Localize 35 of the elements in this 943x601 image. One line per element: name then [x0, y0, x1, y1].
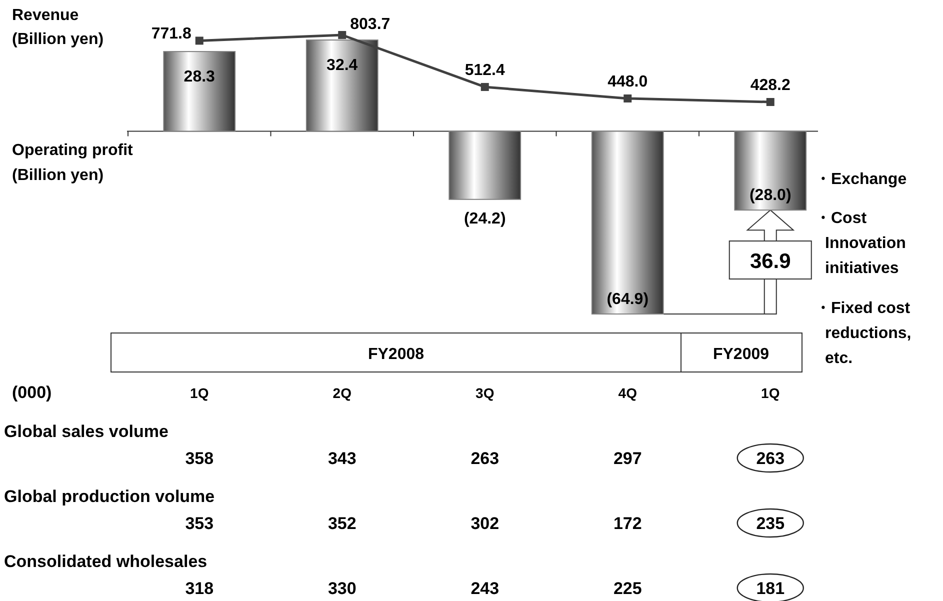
text: 353 352 302 172 235	[185, 514, 785, 533]
point	[766, 98, 774, 106]
data-label: 428.2	[750, 77, 790, 94]
x-tick-label: 4Q	[618, 385, 638, 401]
y-axis-title: Operating profit (Billion yen)	[12, 142, 134, 184]
x-tick-label: 1Q	[190, 385, 209, 401]
annotation: 36.9	[750, 250, 791, 273]
x-tick-label: 1Q	[761, 385, 780, 401]
y2-axis-title: Revenue (Billion yen)	[12, 7, 104, 48]
data-label: 448.0	[608, 73, 648, 90]
text: Consolidated wholesales	[4, 552, 208, 571]
point	[624, 94, 632, 102]
point	[338, 31, 346, 39]
data-label: 803.7	[350, 16, 390, 33]
data-label: (28.0)	[749, 187, 792, 204]
text: (000)	[12, 383, 52, 402]
data-label: 512.4	[464, 62, 505, 79]
point	[480, 82, 489, 91]
annotation: ・Fixed cost reductions, etc.	[815, 300, 912, 367]
text: 318 330 243 225 181	[185, 579, 785, 598]
data-label: 32.4	[326, 57, 358, 74]
annotation: ・Cost Innovation initiatives	[815, 210, 906, 277]
text: Global sales volume	[4, 422, 168, 441]
text: FY2009	[712, 346, 770, 363]
x-tick-label: 2Q	[332, 385, 352, 401]
annotation: ・Exchange	[815, 171, 907, 188]
point	[195, 36, 204, 45]
text: FY2008	[368, 346, 424, 363]
data-label: (64.9)	[606, 291, 649, 308]
text: Global production volume	[4, 487, 215, 506]
data-label: 28.3	[184, 68, 216, 86]
x-tick-label: 3Q	[476, 385, 494, 401]
data-label: 771.8	[151, 26, 192, 43]
data-label: (24.2)	[464, 210, 506, 228]
text: 358 343 263 297 263	[185, 449, 785, 468]
